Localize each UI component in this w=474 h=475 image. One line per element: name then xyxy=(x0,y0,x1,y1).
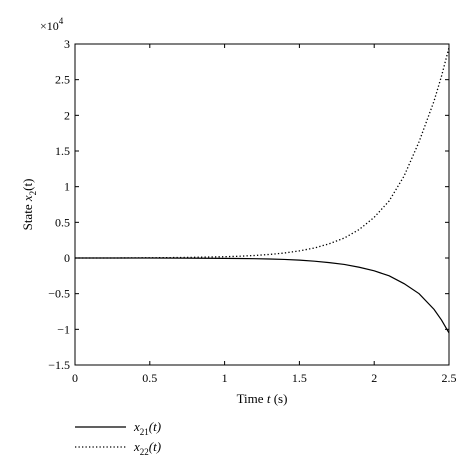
y-tick-label: 2 xyxy=(64,108,70,122)
y-tick-label: −1.5 xyxy=(48,358,70,372)
y-tick-label: 1 xyxy=(64,180,70,194)
axis-texts: ×104 Time t (s) State x2(t) xyxy=(20,16,287,406)
plot-area xyxy=(74,43,450,366)
x-tick-label: 0.5 xyxy=(142,371,157,385)
y-tick-label: 2.5 xyxy=(55,73,70,87)
y-tick-label: 1.5 xyxy=(55,144,70,158)
legend: x21(t) x22(t) xyxy=(75,419,161,457)
axis-ticks: 0 0.5 1 1.5 2 2.5 −1.5 −1 −0.5 0 0.5 1 1.5 2 2.5 3 xyxy=(48,37,456,385)
y-tick-label: 0.5 xyxy=(55,215,70,229)
y-tick-label: −0.5 xyxy=(48,287,70,301)
x-tick-label: 1.5 xyxy=(292,371,307,385)
series-line-21 xyxy=(75,257,450,334)
x-tick-label: 0 xyxy=(72,371,78,385)
x-tick-label: 2 xyxy=(371,371,377,385)
y-tick-label: 0 xyxy=(64,251,70,265)
legend-label-21: x21(t) xyxy=(133,419,161,437)
y-scale-multiplier: ×104 xyxy=(40,16,64,33)
series-line-22 xyxy=(75,47,450,259)
y-axis-label: State x2(t) xyxy=(20,179,38,231)
plot-frame xyxy=(74,43,450,366)
x-tick-label: 1 xyxy=(222,371,228,385)
x-axis-label: Time t (s) xyxy=(237,391,288,406)
y-tick-label: 3 xyxy=(64,37,70,51)
x-tick-label: 2.5 xyxy=(442,371,457,385)
y-tick-label: −1 xyxy=(57,322,70,336)
legend-label-22: x22(t) xyxy=(133,439,161,457)
series-layer xyxy=(75,47,450,334)
